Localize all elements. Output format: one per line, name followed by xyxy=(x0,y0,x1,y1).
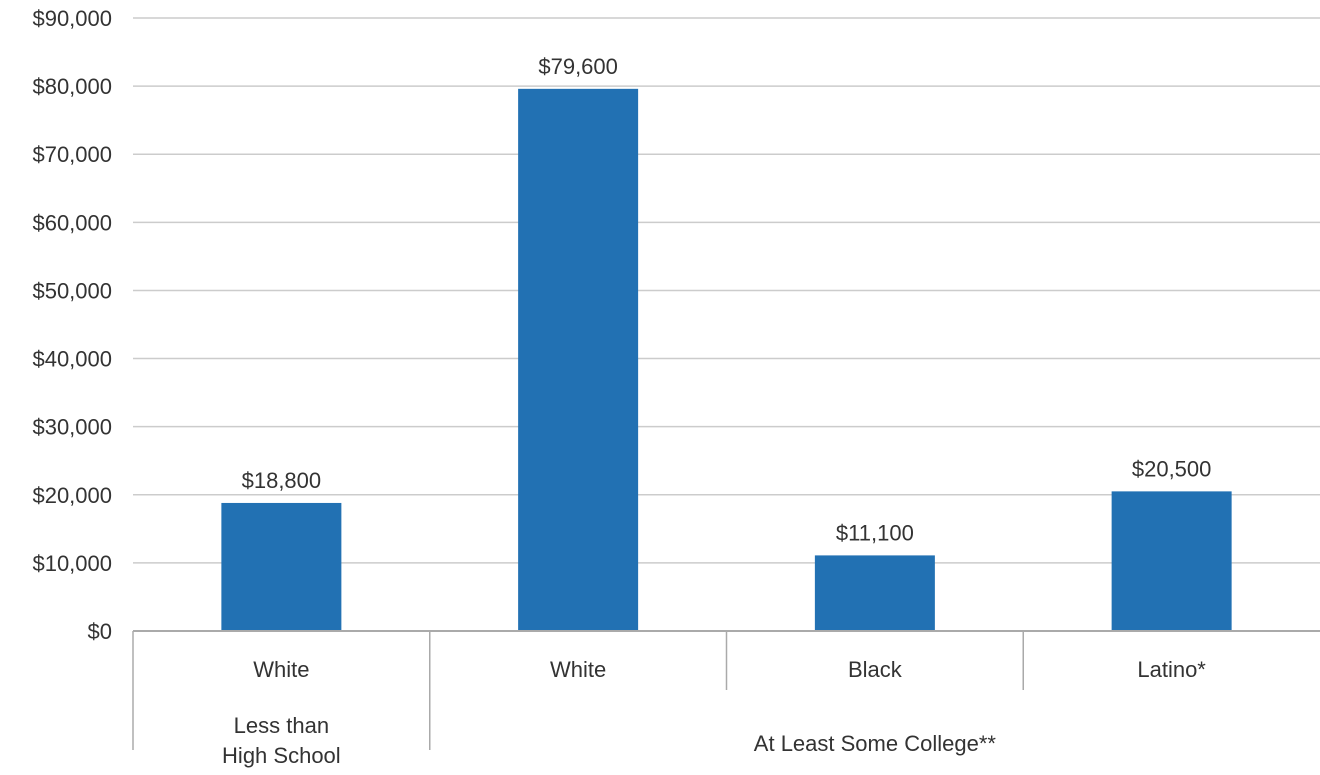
y-axis-tick-labels: $0 $10,000 $20,000 $30,000 $40,000 $50,000 $60… xyxy=(32,6,112,644)
y-tick-label: $40,000 xyxy=(32,347,112,372)
bars xyxy=(221,88,1232,631)
data-label: $79,600 xyxy=(538,54,618,79)
bar xyxy=(1111,491,1232,631)
data-label: $20,500 xyxy=(1132,456,1212,481)
x-tick-label: White xyxy=(253,657,309,682)
x-tick-label: White xyxy=(550,657,606,682)
y-tick-label: $60,000 xyxy=(32,210,112,235)
y-tick-label: $0 xyxy=(88,619,112,644)
group-label: High School xyxy=(222,743,341,768)
group-label: Less than xyxy=(234,713,329,738)
bar xyxy=(814,555,935,631)
bar xyxy=(221,502,342,631)
y-tick-label: $80,000 xyxy=(32,74,112,99)
y-tick-label: $70,000 xyxy=(32,142,112,167)
y-tick-label: $30,000 xyxy=(32,415,112,440)
x-axis xyxy=(132,630,1320,750)
y-tick-label: $90,000 xyxy=(32,6,112,31)
y-tick-label: $50,000 xyxy=(32,278,112,303)
x-axis-category-labels: White White Black Latino* xyxy=(253,657,1206,682)
x-axis-group-labels: Less than High School At Least Some Colleg… xyxy=(222,713,996,768)
data-label: $11,100 xyxy=(836,520,914,545)
x-tick-label: Black xyxy=(848,657,903,682)
y-tick-label: $10,000 xyxy=(32,551,112,576)
bar xyxy=(518,88,639,631)
x-tick-label: Latino* xyxy=(1137,657,1206,682)
data-labels: $18,800 $79,600 $11,100 $20,500 xyxy=(242,54,1212,546)
grid-lines xyxy=(133,17,1320,564)
group-label: At Least Some College** xyxy=(754,731,997,756)
y-tick-label: $20,000 xyxy=(32,483,112,508)
data-label: $18,800 xyxy=(242,468,322,493)
